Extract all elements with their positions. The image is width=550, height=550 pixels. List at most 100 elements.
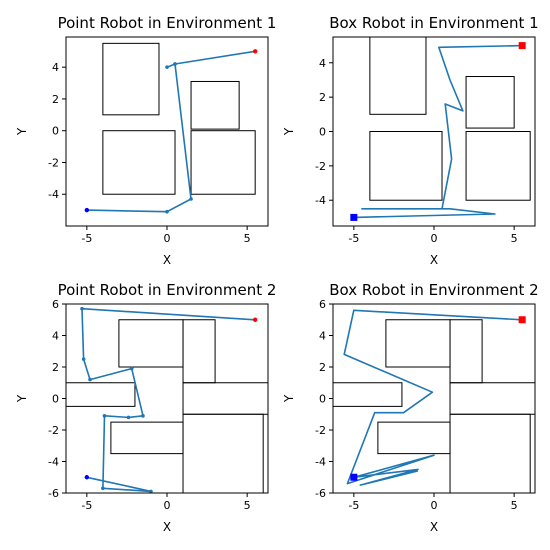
chart-1-path-line: [86, 50, 256, 213]
chart-1-ytick-label: -4: [48, 188, 59, 201]
chart-4-obstacle: [377, 421, 451, 455]
chart-3-path-point: [126, 415, 131, 420]
chart-3-start-marker: [84, 475, 90, 480]
chart-4-xtick-label: 0: [431, 499, 438, 512]
chart-3-obstacle: [182, 413, 264, 493]
chart-1-path-point: [173, 62, 177, 66]
chart-4-xlabel: X: [430, 520, 438, 534]
chart-4-path-line: [343, 309, 523, 486]
chart-3-xtick-label: 0: [164, 499, 171, 512]
chart-2-obstacle: [369, 131, 443, 201]
chart-4-ylabel: Y: [282, 394, 296, 403]
chart-3-path-point: [149, 489, 153, 493]
chart-3-axes-frame: [65, 303, 269, 494]
chart-2-xtick-label: -5: [348, 232, 359, 245]
chart-1-xtick-label: 0: [164, 232, 171, 245]
chart-4: Box Robot in Environment 2 X Y -5 0 5 -6 -4 -2 0 2…: [282, 281, 539, 534]
chart-1-path-point: [165, 65, 169, 69]
chart-3-plot-area: [66, 306, 268, 493]
chart-2-xtick-label: 5: [511, 232, 518, 245]
chart-4-ytick-label: -4: [315, 456, 326, 469]
chart-1-title: Point Robot in Environment 1: [58, 14, 277, 32]
chart-2-xtick-label: 0: [431, 232, 438, 245]
chart-4-ytick-label: 2: [319, 361, 326, 374]
chart-2-ytick-label: -4: [315, 194, 326, 207]
chart-2-start-marker: [350, 213, 358, 221]
chart-2-plot-area: [350, 37, 531, 221]
chart-3-ytick-label: -6: [48, 487, 59, 500]
chart-3-title: Point Robot in Environment 2: [58, 281, 277, 299]
chart-1-obstacle: [102, 42, 160, 116]
chart-3-ytick-label: 6: [52, 298, 59, 311]
chart-3-obstacle: [182, 319, 216, 384]
chart-2-obstacle: [465, 76, 515, 129]
chart-4-axes-frame: [332, 303, 536, 494]
chart-3-ytick-label: 0: [52, 393, 59, 406]
chart-3-xtick-label: 5: [244, 499, 251, 512]
chart-4-obstacle: [333, 382, 403, 407]
chart-3-ytick-label: -4: [48, 456, 59, 469]
chart-2-ytick-label: -2: [315, 160, 326, 173]
chart-4-plot-area: [333, 309, 535, 493]
chart-3-path-point: [81, 357, 86, 361]
chart-3-obstacle: [66, 382, 136, 407]
chart-1-xlabel: X: [163, 253, 171, 267]
chart-1-xtick-label: -5: [81, 232, 92, 245]
chart-4-ytick-label: 4: [319, 330, 326, 343]
chart-4-xtick-label: 5: [511, 499, 518, 512]
chart-1-ytick-label: -2: [48, 156, 59, 169]
chart-1-ytick-label: 0: [52, 125, 59, 138]
chart-3-path-point: [102, 414, 107, 418]
chart-2-ylabel: Y: [282, 127, 296, 136]
chart-1-obstacle: [102, 130, 176, 195]
chart-3-xlabel: X: [163, 520, 171, 534]
chart-1-path-point: [189, 197, 193, 201]
chart-1-ytick-label: 2: [52, 93, 59, 106]
chart-4-start-marker: [350, 473, 358, 481]
chart-2-title: Box Robot in Environment 1: [329, 14, 538, 32]
chart-1: Point Robot in Environment 1 X Y -5 0 5 -4 -2 0 2…: [15, 14, 276, 267]
chart-4-obstacle: [449, 413, 531, 493]
chart-3-path-point: [80, 306, 84, 311]
chart-3-obstacle: [118, 319, 184, 368]
chart-1-ylabel: Y: [15, 127, 29, 136]
chart-3-obstacle: [110, 421, 184, 455]
chart-4-ytick-label: -2: [315, 424, 326, 437]
chart-1-xtick-label: 5: [244, 232, 251, 245]
chart-3-obstacle: [182, 382, 268, 415]
chart-3-path-line: [81, 307, 256, 493]
chart-4-obstacle: [385, 319, 451, 368]
chart-1-goal-marker: [252, 49, 258, 54]
chart-1-start-marker: [84, 207, 90, 213]
chart-3-ytick-label: 2: [52, 361, 59, 374]
chart-4-ytick-label: 6: [319, 298, 326, 311]
chart-2-ytick-label: 2: [319, 91, 326, 104]
chart-2-path-line: [353, 44, 523, 219]
chart-2-ytick-label: 4: [319, 57, 326, 70]
chart-2-obstacle: [369, 37, 427, 115]
chart-1-plot-area: [84, 42, 258, 214]
chart-3-ytick-label: 4: [52, 330, 59, 343]
chart-2-goal-marker: [518, 42, 526, 50]
chart-1-ytick-label: 4: [52, 61, 59, 74]
chart-1-axes-frame: [65, 36, 269, 227]
chart-2: Box Robot in Environment 1 X Y -5 0 5 -4 -2 0 2 4: [282, 14, 539, 267]
chart-4-goal-marker: [518, 316, 526, 324]
chart-4-obstacle: [449, 319, 483, 384]
chart-3-xtick-label: -5: [81, 499, 92, 512]
chart-3: Point Robot in Environment 2 X Y -5 0 5 -6 -4 -2…: [15, 281, 276, 534]
chart-4-ytick-label: -6: [315, 487, 326, 500]
chart-3-goal-marker: [252, 317, 258, 322]
chart-2-ytick-label: 0: [319, 126, 326, 139]
chart-3-path-point: [88, 377, 92, 382]
chart-1-obstacle: [190, 130, 256, 195]
chart-4-obstacle: [449, 382, 535, 415]
chart-3-ytick-label: -2: [48, 424, 59, 437]
chart-3-path-point: [129, 366, 134, 371]
chart-3-ylabel: Y: [15, 394, 29, 403]
chart-2-axes-frame: [332, 36, 536, 227]
chart-2-obstacle: [465, 131, 531, 201]
chart-3-path-point: [141, 414, 145, 418]
chart-4-xtick-label: -5: [348, 499, 359, 512]
